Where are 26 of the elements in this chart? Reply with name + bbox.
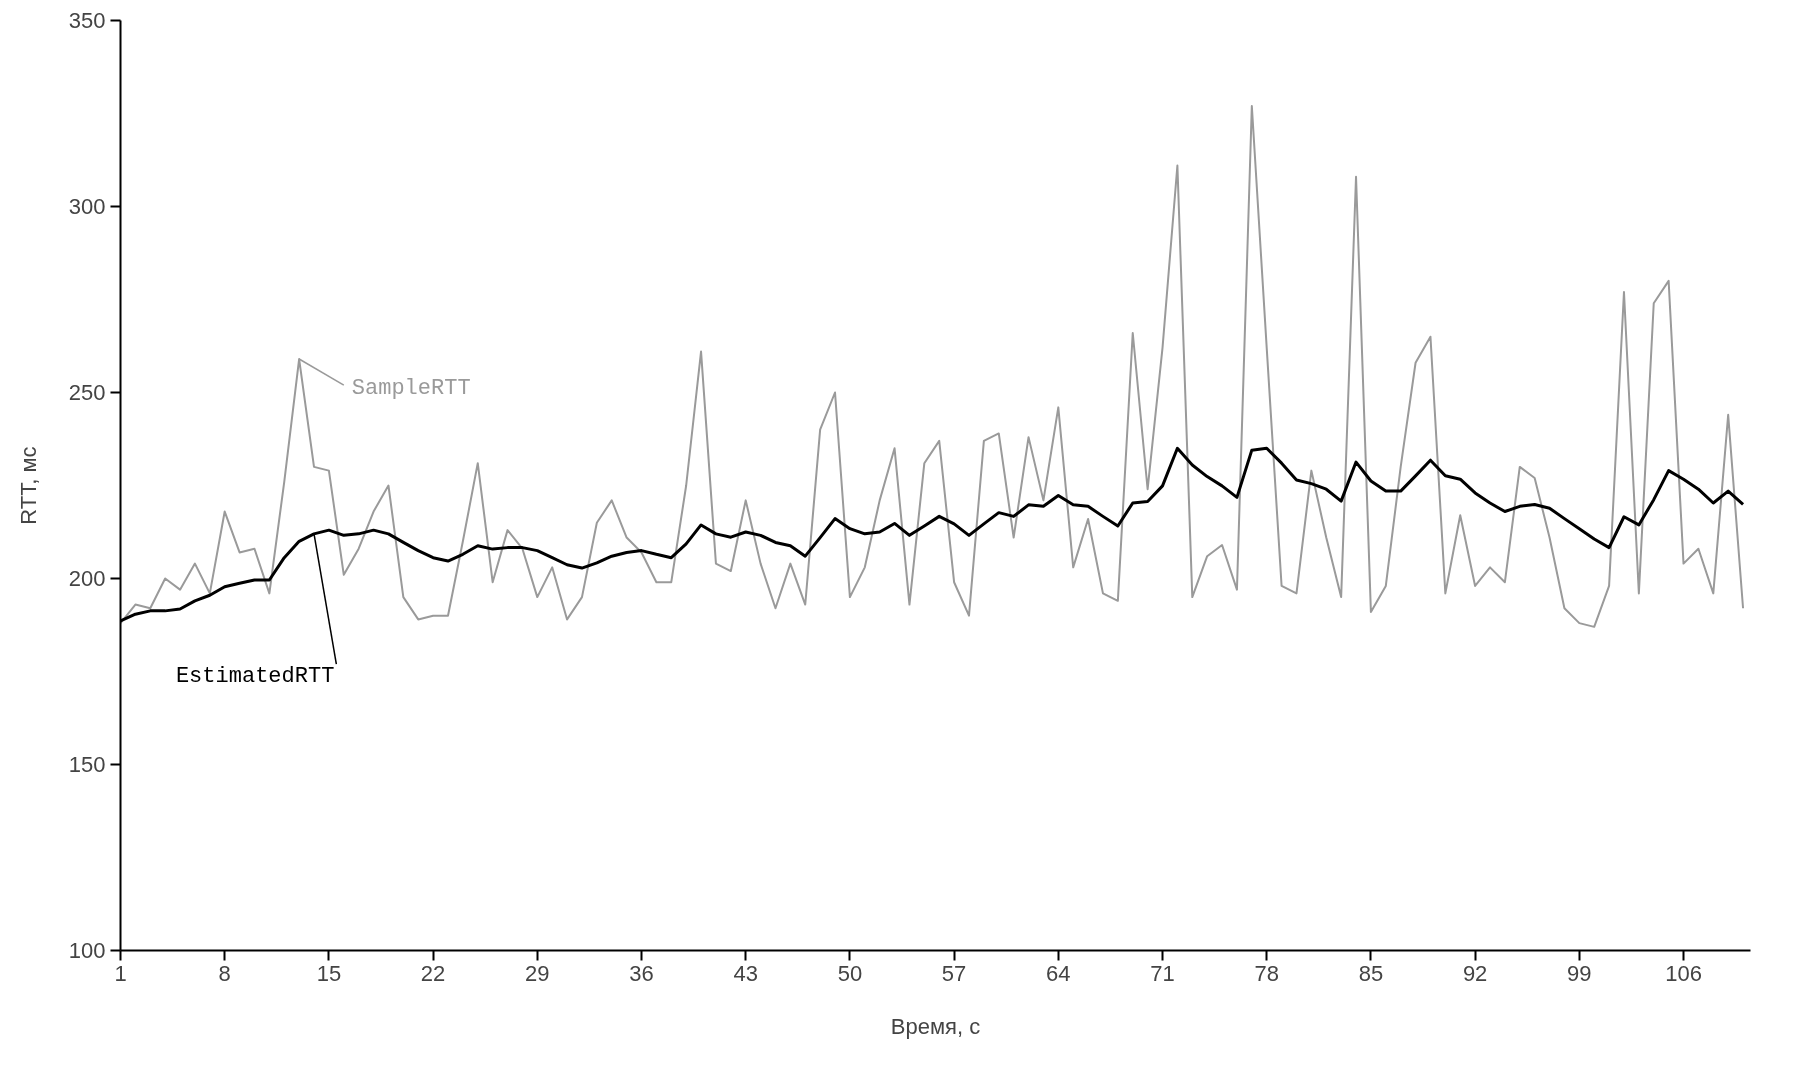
x-tick-label: 50 <box>837 960 863 986</box>
x-tick-label: 22 <box>420 960 446 986</box>
x-tick-label: 57 <box>941 960 967 986</box>
x-tick-label: 8 <box>218 960 231 986</box>
x-tick-label: 106 <box>1665 960 1702 986</box>
text: EstimatedRTT <box>175 663 335 689</box>
y-tick-label: 100 <box>68 938 106 963</box>
x-tick-label: 43 <box>733 960 758 986</box>
x-tick-label: 15 <box>316 960 342 986</box>
x-tick-label: 99 <box>1567 960 1592 986</box>
x-tick-label: 36 <box>629 960 654 986</box>
y-tick-label: 350 <box>68 8 106 33</box>
y-tick-label: 200 <box>68 566 106 591</box>
x-tick-label: 71 <box>1150 960 1175 986</box>
x-tick-label: 78 <box>1254 960 1279 986</box>
x-tick-label: 1 <box>114 960 127 986</box>
x-tick-label: 85 <box>1358 960 1384 986</box>
x-axis-title: Время, с <box>890 1013 981 1039</box>
text: SampleRTT <box>351 375 471 401</box>
y-axis-title: RTT, мс <box>15 446 41 525</box>
y-tick-label: 250 <box>68 380 106 405</box>
x-tick-label: 64 <box>1046 960 1071 986</box>
x-tick-label: 29 <box>525 960 550 986</box>
y-tick-label: 150 <box>68 752 106 777</box>
y-tick-label: 300 <box>68 194 106 219</box>
x-tick-label: 92 <box>1462 960 1488 986</box>
